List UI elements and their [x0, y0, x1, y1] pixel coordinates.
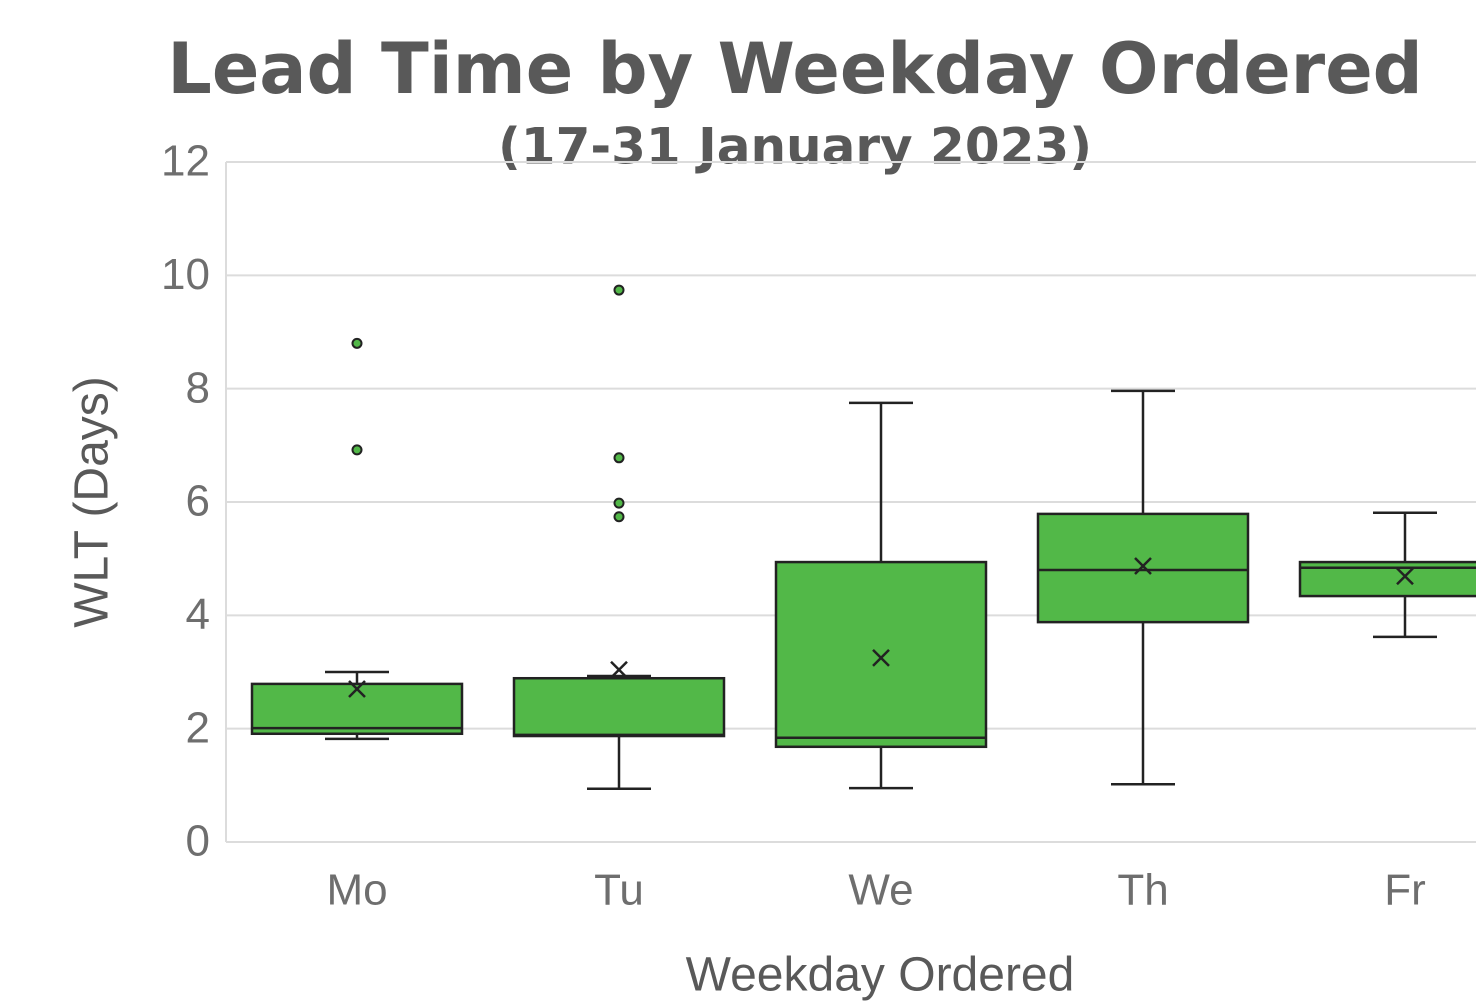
x-tick-label: We: [848, 866, 913, 915]
box: [512, 676, 726, 738]
x-tick-label: Mo: [326, 866, 387, 915]
x-tick-label: Fr: [1384, 866, 1426, 915]
outlier: [613, 284, 625, 296]
box: [1036, 512, 1250, 624]
box: [250, 682, 464, 736]
mean-marker: [348, 680, 366, 698]
box: [774, 560, 988, 749]
mean-marker: [610, 660, 628, 679]
y-tick-label: 2: [186, 703, 210, 752]
chart-subtitle: (17-31 January 2023): [498, 118, 1092, 176]
mean-marker: [1134, 557, 1152, 575]
x-axis-label: Weekday Ordered: [686, 949, 1075, 1001]
outlier: [351, 444, 363, 456]
y-tick-label: 4: [186, 590, 210, 639]
mean-marker: [1396, 567, 1414, 586]
y-tick-label: 8: [186, 363, 210, 412]
y-tick-label: 0: [186, 817, 210, 866]
outlier: [613, 497, 625, 509]
y-axis-label: WLT (Days): [66, 376, 119, 628]
chart-title: Lead Time by Weekday Ordered: [167, 28, 1423, 110]
mean-marker: [872, 648, 890, 667]
outlier: [613, 452, 625, 464]
y-tick-label: 10: [161, 250, 210, 299]
y-tick-label: 12: [161, 137, 210, 186]
x-tick-label: Th: [1117, 866, 1168, 915]
outlier: [613, 511, 625, 523]
y-tick-label: 6: [186, 477, 210, 526]
x-tick-label: Tu: [594, 866, 644, 915]
outlier: [351, 337, 363, 349]
